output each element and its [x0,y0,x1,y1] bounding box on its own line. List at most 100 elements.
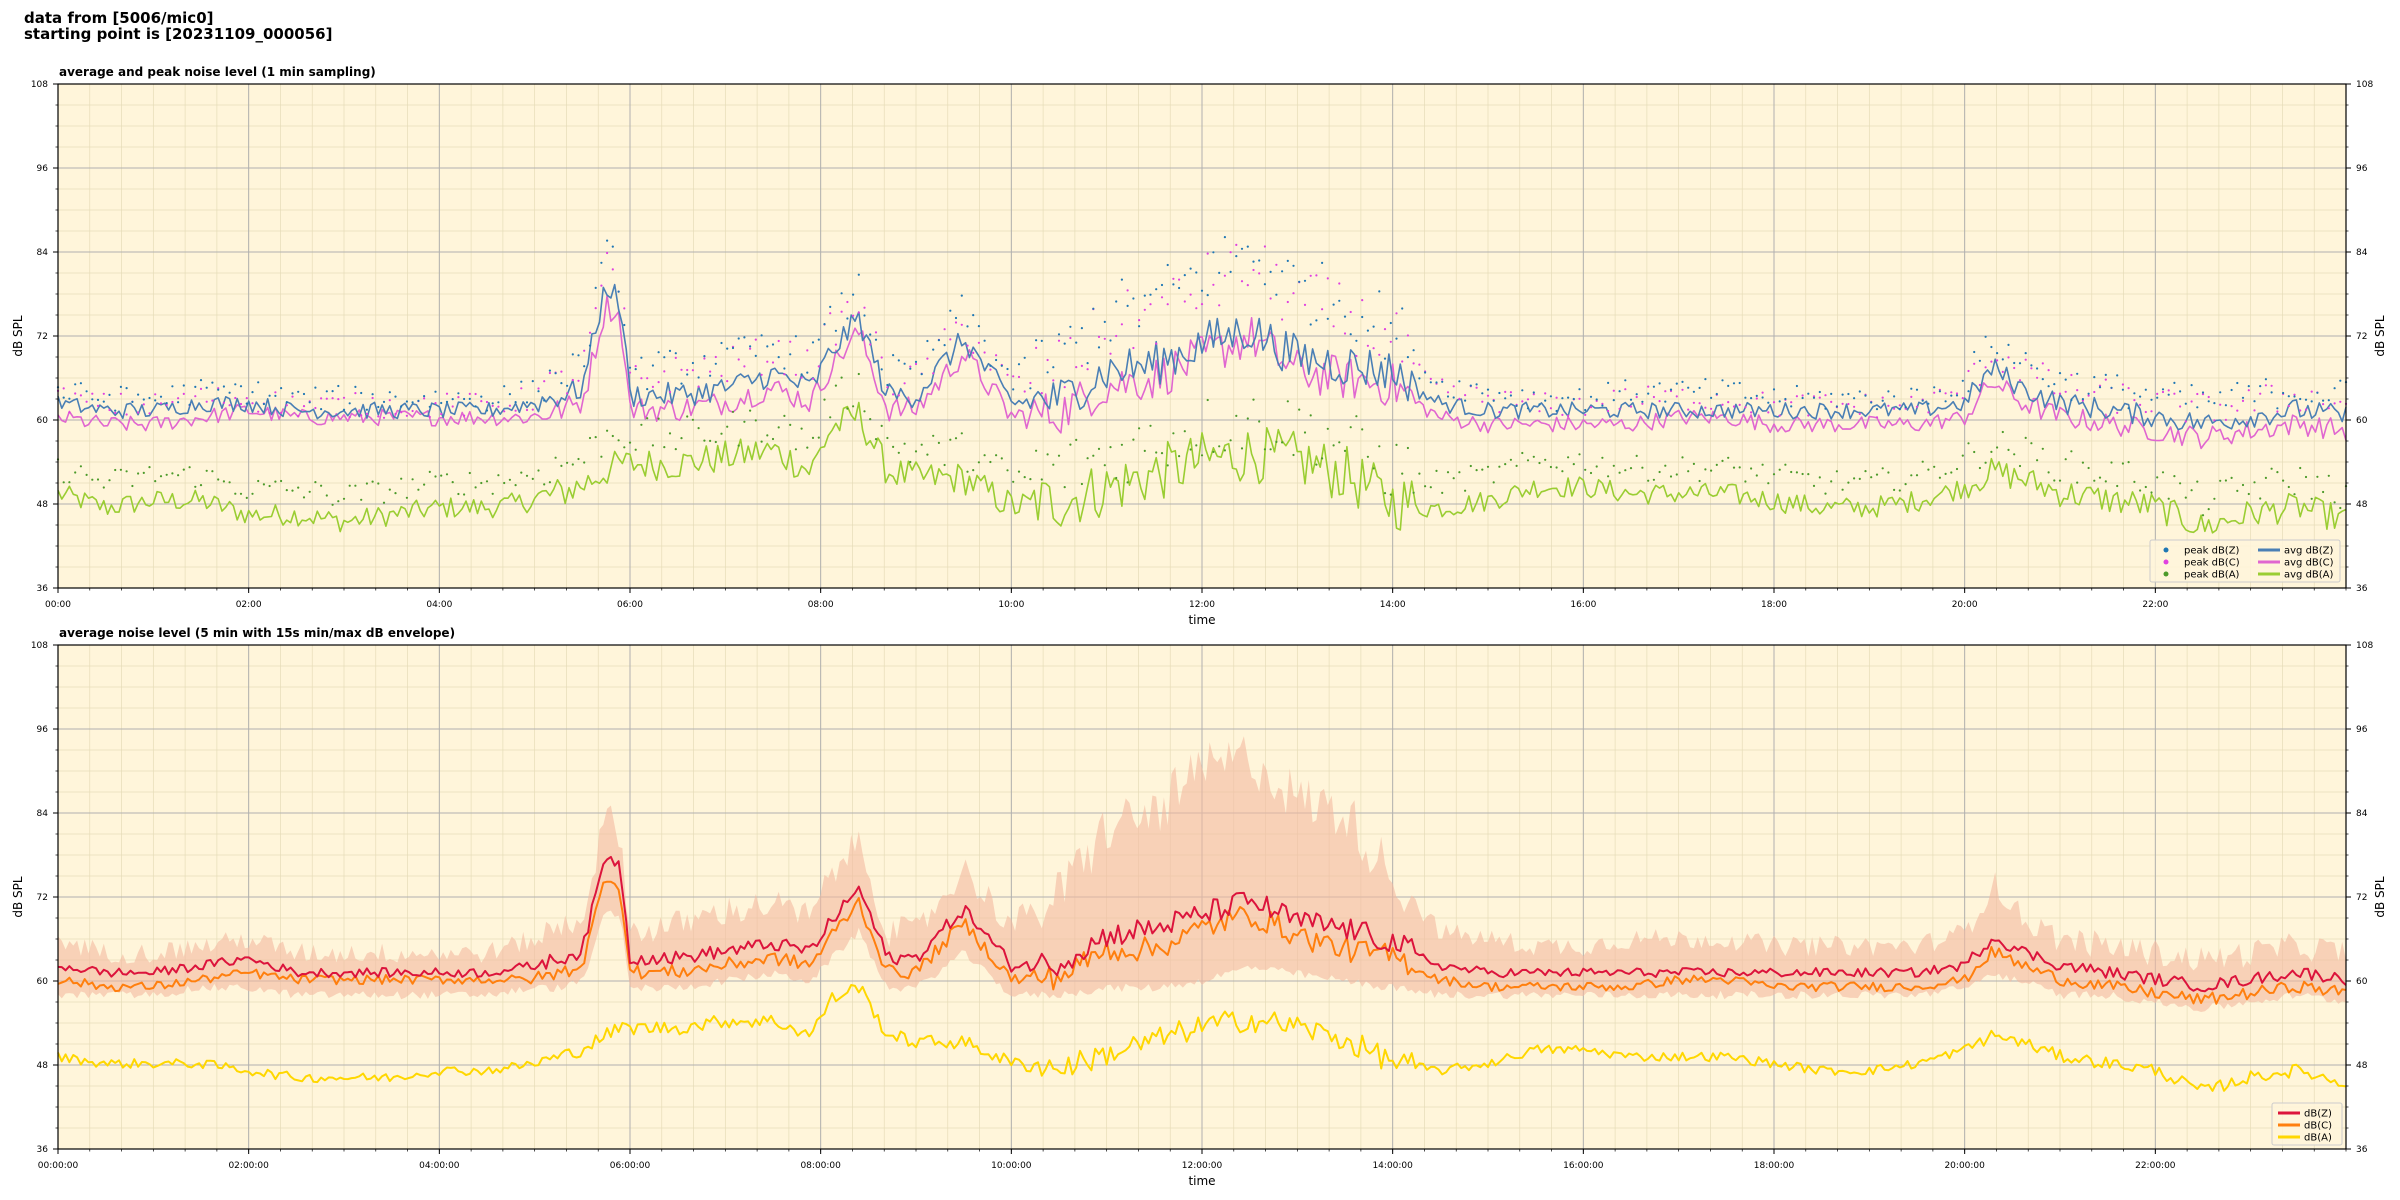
peak-point-peakdba [2253,481,2256,484]
peak-point-peakdbz [365,408,368,411]
peak-point-peakdba [1544,458,1547,461]
peak-point-peakdbc [657,381,660,384]
peak-point-peakdbz [1601,404,1604,407]
peak-point-peakdbc [1063,386,1066,389]
peak-point-peakdbz [457,392,460,395]
peak-point-peakdba [1281,441,1284,444]
x-tick-label: 08:00:00 [800,1161,841,1171]
x-tick-label: 06:00:00 [610,1161,651,1171]
legend-marker [2163,571,2169,577]
peak-point-peakdbc [1120,323,1123,326]
peak-point-peakdbz [1629,398,1633,401]
peak-point-peakdbc [1195,307,1198,310]
y-tick-label-right: 48 [2356,1061,2368,1071]
peak-point-peakdbc [2287,404,2290,408]
peak-point-peakdbz [1229,270,1232,273]
peak-point-peakdbz [834,329,838,332]
peak-point-peakdba [428,470,431,473]
peak-point-peakdbc [445,392,449,395]
peak-point-peakdba [583,461,586,464]
peak-point-peakdbc [1401,360,1404,363]
peak-point-peakdbz [2093,376,2096,379]
peak-point-peakdbz [2047,385,2050,388]
peak-point-peakdba [829,416,832,419]
peak-point-peakdba [194,485,197,488]
peak-point-peakdba [1178,455,1181,458]
peak-point-peakdbc [1509,391,1512,394]
peak-point-peakdbz [2190,384,2193,387]
peak-point-peakdbz [2247,385,2250,388]
peak-point-peakdbz [2036,367,2039,370]
peak-point-peakdba [880,424,883,427]
peak-point-peakdba [228,481,231,484]
peak-point-peakdbz [2139,395,2142,398]
peak-point-peakdbz [1149,293,1152,296]
peak-point-peakdbc [2076,389,2079,392]
peak-point-peakdbc [297,415,300,418]
peak-point-peakdba [1475,469,1478,472]
peak-point-peakdba [440,474,443,477]
peak-point-peakdbz [131,400,134,403]
peak-point-peakdbc [1853,405,1856,408]
peak-point-peakdba [1252,398,1255,401]
peak-point-peakdbz [1464,399,1467,402]
peak-point-peakdbc [1601,402,1604,405]
peak-point-peakdbz [1818,390,1821,394]
peak-point-peakdbc [165,403,168,407]
peak-point-peakdbc [302,405,306,408]
peak-point-peakdba [2304,475,2308,479]
peak-point-peakdbz [154,399,157,402]
peak-point-peakdbc [703,357,706,360]
peak-point-peakdbz [1366,329,1369,332]
peak-point-peakdbc [2276,410,2279,413]
peak-point-peakdbz [1235,255,1238,258]
peak-point-peakdba [1509,458,1512,461]
peak-point-peakdbc [863,306,866,309]
peak-point-peakdbc [743,365,746,368]
peak-point-peakdbc [1166,303,1169,306]
peak-point-peakdbz [1955,394,1959,397]
peak-point-peakdbz [177,401,180,404]
peak-point-peakdbc [2259,392,2262,395]
peak-point-peakdbc [932,372,935,375]
peak-point-peakdbc [1607,409,1610,413]
peak-point-peakdbz [932,348,935,351]
peak-point-peakdbc [1458,397,1461,400]
peak-point-peakdbz [863,314,866,317]
peak-point-peakdbc [177,397,180,400]
peak-point-peakdba [834,384,838,387]
peak-point-peakdbz [1687,386,1690,389]
peak-point-peakdba [1647,479,1650,482]
peak-point-peakdba [1710,469,1713,472]
peak-point-peakdbz [1332,303,1335,306]
peak-point-peakdba [628,441,632,444]
peak-point-peakdba [2001,430,2004,434]
peak-point-peakdbz [480,395,483,398]
peak-point-peakdba [783,414,786,417]
peak-point-peakdbz [697,376,700,379]
peak-point-peakdbc [926,357,929,360]
peak-point-peakdba [1166,464,1169,467]
peak-point-peakdbc [1498,411,1501,414]
peak-point-peakdbc [1086,368,1089,371]
peak-point-peakdbc [222,401,225,404]
peak-point-peakdbz [2098,386,2102,389]
peak-point-peakdba [674,448,677,451]
peak-point-peakdbz [148,396,151,400]
peak-point-peakdba [1538,461,1541,465]
y-axis-label-right: dB SPL [2373,315,2387,357]
peak-point-peakdbz [1275,293,1278,296]
peak-point-peakdbc [314,406,317,410]
peak-point-peakdbc [737,358,740,361]
peak-point-peakdba [2236,489,2239,492]
peak-point-peakdba [2333,501,2336,504]
peak-point-peakdbz [1612,399,1615,402]
peak-point-peakdba [989,460,992,464]
peak-point-peakdbz [2087,392,2090,395]
peak-point-peakdbc [119,392,122,395]
peak-point-peakdba [1298,408,1301,411]
peak-point-peakdbc [651,385,655,388]
peak-point-peakdba [1578,453,1581,456]
x-tick-label: 00:00 [45,600,71,610]
peak-point-peakdbz [1732,382,1736,385]
